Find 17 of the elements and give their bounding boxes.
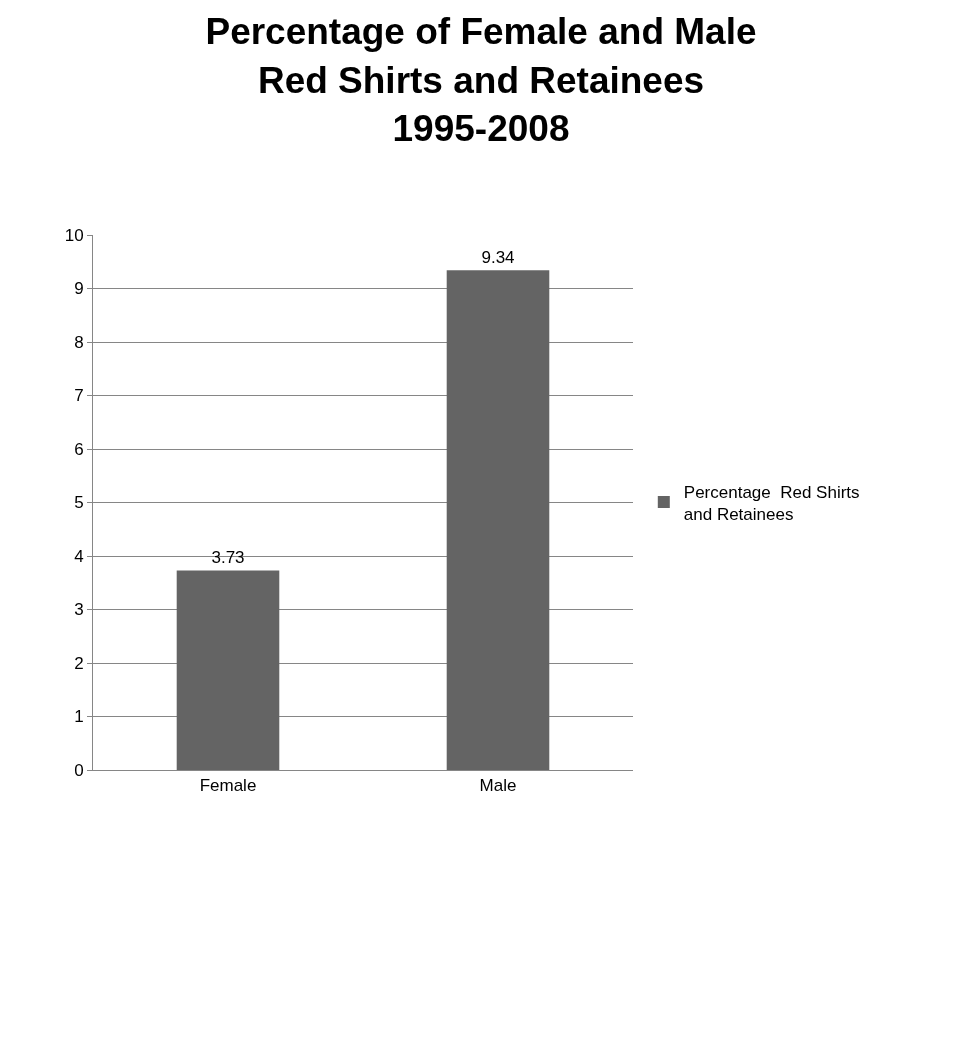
x-tick-label: Female	[199, 776, 257, 796]
data-label: 3.73	[211, 548, 245, 568]
y-tick-label: 0	[74, 760, 84, 780]
y-tick-label: 2	[74, 653, 84, 673]
y-tick-label: 8	[74, 332, 84, 352]
y-tick-label: 3	[74, 600, 84, 620]
y-tick-label: 6	[74, 439, 84, 459]
chart-title: Percentage of Female and Male Red Shirts and Retainees 1995-2008	[205, 11, 757, 149]
y-tick-label: 9	[74, 279, 84, 299]
data-label: 9.34	[481, 248, 515, 268]
legend-label: Percentage Red Shirts and Retainees	[683, 482, 860, 524]
y-tick-label: 1	[74, 707, 84, 727]
y-tick-label: 7	[74, 386, 84, 406]
y-tick-label: 5	[74, 493, 84, 513]
y-tick-label: 4	[74, 546, 84, 566]
y-tick-label: 10	[64, 225, 84, 245]
x-tick-label: Male	[479, 776, 517, 796]
